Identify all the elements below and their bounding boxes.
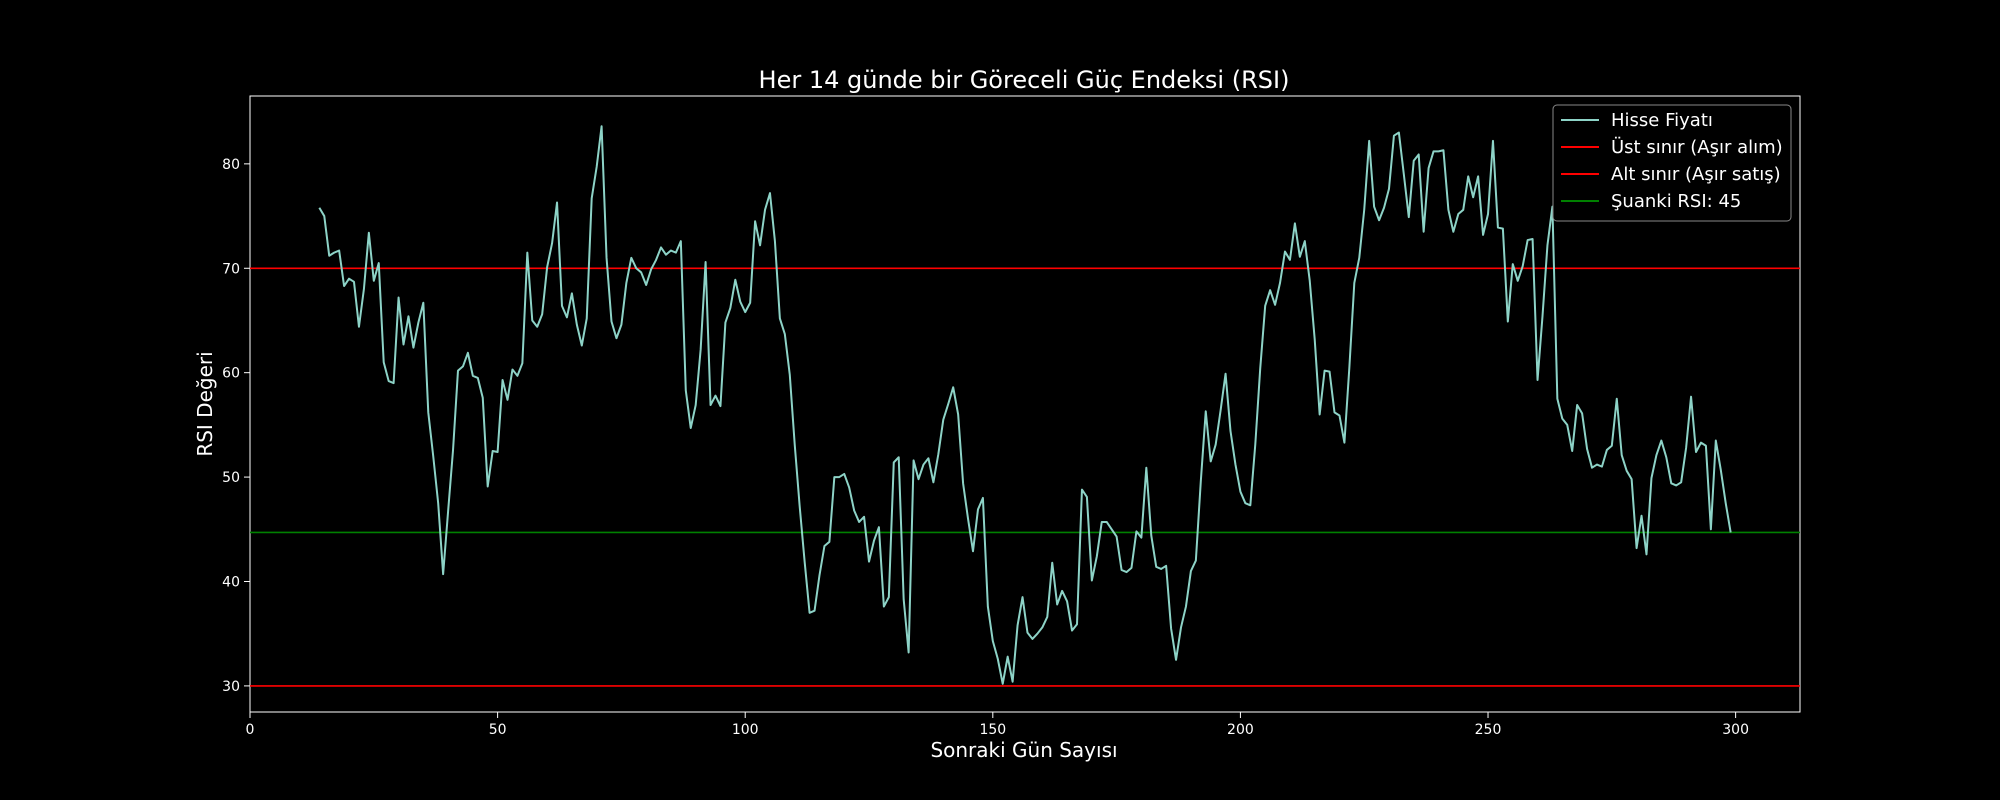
legend-label-ust-sinir-asir-alim: Üst sınır (Aşır alım) [1611, 136, 1783, 158]
legend-label-suanki-rsi-45: Şuanki RSI: 45 [1611, 191, 1741, 212]
x-tick-label: 0 [246, 722, 255, 738]
x-tick-label: 250 [1475, 722, 1502, 738]
x-axis: 0 50 100 150 200 250 300 [246, 712, 1749, 738]
y-tick-label: 30 [222, 679, 240, 695]
legend-label-hisse-fiyati: Hisse Fiyatı [1611, 110, 1713, 131]
y-tick-label: 50 [222, 470, 240, 486]
y-axis: 30 40 50 60 70 80 [222, 157, 250, 695]
y-tick-label: 60 [222, 366, 240, 382]
reference-lines [250, 267, 1800, 687]
y-tick-label: 70 [222, 261, 240, 277]
legend-label-alt-sinir-asir-satis: Alt sınır (Aşır satış) [1611, 164, 1781, 185]
plot-frame [249, 95, 1801, 713]
y-axis-title: RSI Değeri [193, 351, 217, 456]
chart-title: Her 14 günde bir Göreceli Güç Endeksi (R… [759, 66, 1290, 94]
x-tick-label: 150 [979, 722, 1006, 738]
y-tick-label: 80 [222, 157, 240, 173]
series-line-hisse-fiyati [318, 125, 1732, 685]
x-tick-label: 100 [732, 722, 759, 738]
x-axis-title: Sonraki Gün Sayısı [930, 738, 1117, 762]
y-tick-label: 40 [222, 574, 240, 590]
legend: Hisse Fiyatı Üst sınır (Aşır alım) Alt sın… [1552, 104, 1792, 222]
x-tick-label: 50 [489, 722, 507, 738]
x-tick-label: 300 [1722, 722, 1749, 738]
legend-box [1552, 104, 1792, 222]
x-tick-label: 200 [1227, 722, 1254, 738]
